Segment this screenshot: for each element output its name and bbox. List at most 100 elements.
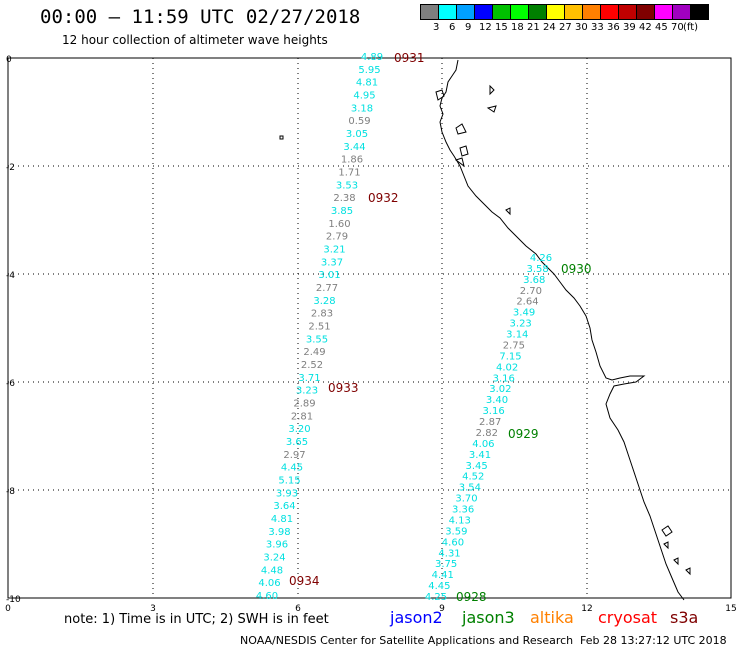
y-tick-label: -4 (6, 271, 15, 281)
wave-height-label: 3.68 (523, 275, 545, 286)
color-scale-label: 3 (433, 22, 440, 33)
color-scale-label: 9 (465, 22, 472, 33)
color-scale-bar (420, 4, 709, 20)
wave-height-label: 2.77 (316, 283, 338, 294)
wave-height-label: 4.41 (432, 570, 454, 581)
wave-height-label: 2.97 (283, 450, 305, 461)
wave-height-label: 3.24 (263, 553, 285, 564)
color-scale-label: 12 (479, 22, 492, 33)
color-scale-label: 36 (607, 22, 620, 33)
wave-height-label: 3.59 (445, 526, 467, 537)
wave-height-label: 4.06 (472, 439, 494, 450)
wave-height-label: 3.21 (323, 245, 345, 256)
wave-height-label: 3.45 (466, 461, 488, 472)
wave-height-label: 3.41 (469, 450, 491, 461)
wave-height-label: 4.48 (261, 565, 283, 576)
color-scale-label: (ft) (683, 22, 699, 33)
x-tick-label: 9 (439, 604, 445, 614)
coastline-island (486, 105, 497, 113)
color-scale-label: 45 (655, 22, 668, 33)
track-a: 4.89 5.95 4.81 4.953.18 0.59 3.05 3.44 1.86 1.71… (256, 52, 383, 602)
wave-height-label: 4.52 (462, 472, 484, 483)
y-tick-label: -10 (6, 595, 21, 605)
coastline-island (505, 207, 511, 216)
wave-height-label: 2.70 (520, 286, 542, 297)
wave-height-label: 1.86 (341, 155, 363, 166)
coastline-island (454, 157, 465, 168)
wave-height-label: 2.38 (333, 193, 355, 204)
color-scale-label: 27 (559, 22, 572, 33)
wave-height-label: 4.45 (281, 463, 303, 474)
color-scale-label: 42 (639, 22, 652, 33)
wave-height-label: 5.15 (278, 476, 300, 487)
pass-time-label: 0933 (328, 381, 359, 395)
color-scale-label: 18 (511, 22, 524, 33)
color-scale-labels: 3 6 9 12 15 18 21 24 27 30 33 36 39 42 45 70 (ft) (421, 22, 740, 34)
wave-height-label: 2.83 (311, 309, 333, 320)
wave-height-label: 2.51 (308, 322, 330, 333)
wave-height-label: 4.60 (442, 537, 464, 548)
map-title: 00:00 – 11:59 UTC 02/27/2018 (40, 6, 361, 28)
wave-height-label: 3.64 (273, 501, 295, 512)
x-tick-label: 0 (5, 604, 11, 614)
coastline-island (663, 541, 669, 550)
wave-height-label: 0.59 (348, 116, 370, 127)
wave-height-label: 4.02 (496, 362, 518, 373)
map-grid: 0-2-4-6-8-100 3 6 9 12 15 (5, 55, 737, 614)
track-b: 4.263.583.682.702.643.493.233.142.757.15… (425, 253, 552, 603)
wave-height-label: 4.13 (449, 515, 471, 526)
wave-height-label: 3.55 (306, 334, 328, 345)
wave-height-label: 4.45 (428, 581, 450, 592)
wave-height-label: 3.65 (286, 437, 308, 448)
wave-height-label: 3.49 (513, 308, 535, 319)
wave-height-label: 3.75 (435, 559, 457, 570)
wave-height-label: 4.31 (438, 548, 460, 559)
wave-height-label: 2.64 (516, 297, 538, 308)
wave-height-label: 4.60 (256, 591, 278, 602)
wave-height-label: 1.71 (338, 168, 360, 179)
wave-height-label: 3.96 (266, 540, 288, 551)
wave-height-label: 3.28 (313, 296, 335, 307)
wave-height-label: 3.37 (321, 257, 343, 268)
legend-altika: altika (530, 608, 574, 627)
wave-height-label: 3.23 (296, 386, 318, 397)
x-tick-label: 15 (725, 604, 736, 614)
coastline-island (459, 145, 469, 157)
pass-labels: 0931 0932 0933 0934 0930 0929 0928 (289, 51, 592, 604)
wave-height-label: 3.14 (506, 330, 528, 341)
wave-height-label: 3.05 (346, 129, 368, 140)
pass-time-label: 0929 (508, 427, 539, 441)
color-scale-label: 6 (449, 22, 456, 33)
legend-jason2: jason2 (390, 608, 443, 627)
legend-jason3: jason3 (462, 608, 515, 627)
wave-height-label: 3.16 (493, 373, 515, 384)
wave-height-label: 2.52 (301, 360, 323, 371)
wave-height-label: 4.81 (356, 78, 378, 89)
color-scale-label: 39 (623, 22, 636, 33)
pass-time-label: 0928 (456, 590, 487, 604)
pass-time-label: 0934 (289, 574, 320, 588)
wave-height-label: 3.93 (276, 488, 298, 499)
wave-height-label: 3.98 (268, 527, 290, 538)
color-scale-label: 21 (527, 22, 540, 33)
wave-height-label: 2.49 (303, 347, 325, 358)
wave-height-label: 3.70 (455, 494, 477, 505)
coastline (279, 59, 691, 601)
wave-height-label: 4.95 (353, 91, 375, 102)
wave-height-label: 2.87 (479, 417, 501, 428)
coastline-island (673, 557, 679, 566)
pass-time-label: 0930 (561, 262, 592, 276)
coastline-island (489, 84, 495, 96)
map-subtitle: 12 hour collection of altimeter wave hei… (62, 33, 328, 47)
wave-height-label: 3.53 (336, 180, 358, 191)
wave-height-label: 7.15 (499, 351, 521, 362)
coastline-island (685, 567, 691, 576)
pass-time-label: 0931 (394, 51, 425, 65)
wave-height-label: 3.36 (452, 505, 474, 516)
y-tick-label: 0 (6, 55, 12, 65)
wave-height-label: 3.01 (318, 270, 340, 281)
wave-height-label: 3.18 (351, 103, 373, 114)
y-tick-label: -6 (6, 379, 15, 389)
wave-height-label: 2.81 (291, 411, 313, 422)
